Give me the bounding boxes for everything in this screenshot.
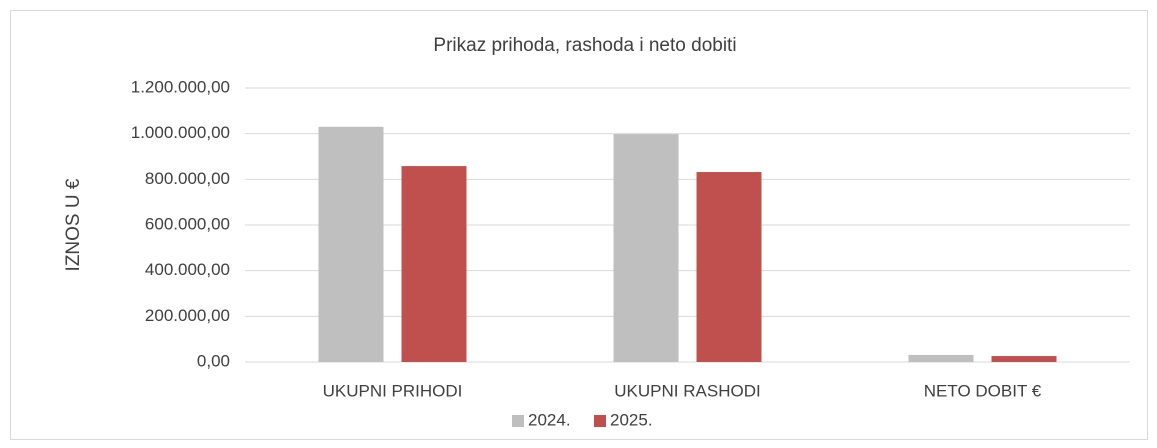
legend-swatch <box>512 415 524 427</box>
x-tick-label: UKUPNI PRIHODI <box>323 381 463 400</box>
y-tick-label: 0,00 <box>197 351 230 370</box>
x-tick-label: NETO DOBIT € <box>924 381 1042 400</box>
chart-title: Prikaz prihoda, rashoda i neto dobiti <box>433 35 736 56</box>
bar <box>696 172 762 362</box>
legend-label: 2024. <box>528 410 571 429</box>
bar <box>908 354 974 362</box>
bar <box>991 356 1057 362</box>
x-tick-label: UKUPNI RASHODI <box>614 381 760 400</box>
y-tick-label: 400.000,00 <box>145 260 230 279</box>
y-tick-label: 800.000,00 <box>145 169 230 188</box>
y-tick-label: 1.200.000,00 <box>131 77 230 96</box>
bar <box>318 126 384 362</box>
y-axis-label: IZNOS U € <box>63 178 84 271</box>
y-tick-label: 1.000.000,00 <box>131 123 230 142</box>
y-tick-label: 200.000,00 <box>145 306 230 325</box>
legend-label: 2025. <box>610 410 653 429</box>
legend-swatch <box>594 415 606 427</box>
y-tick-label: 600.000,00 <box>145 214 230 233</box>
bar <box>613 134 679 362</box>
bar <box>401 166 467 362</box>
